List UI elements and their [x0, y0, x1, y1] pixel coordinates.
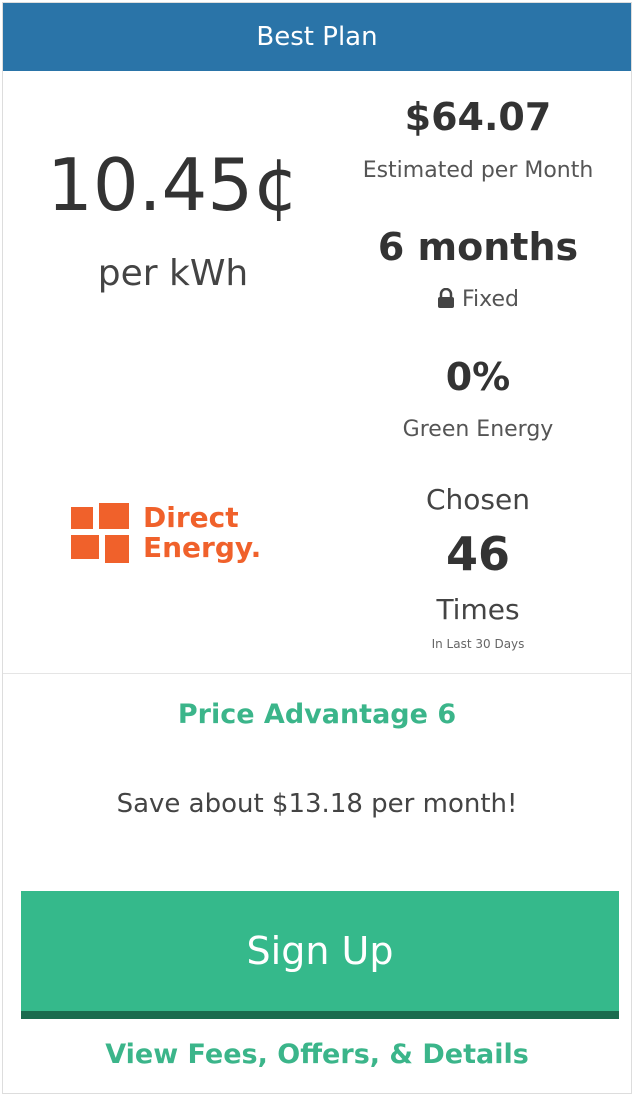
details-link[interactable]: View Fees, Offers, & Details: [105, 1039, 529, 1070]
term-type: Fixed: [461, 287, 519, 312]
chosen-unit: Times: [436, 593, 520, 626]
provider-logo: Direct Energy.: [71, 503, 261, 563]
advantage-title: Price Advantage 6: [177, 699, 457, 730]
term-type-row: Fixed: [323, 287, 633, 312]
provider-line: Direct: [143, 501, 239, 534]
chosen-period: In Last 30 Days: [431, 637, 525, 651]
card-header: Best Plan: [3, 3, 631, 71]
savings: Save about $13.18 per month!: [116, 789, 518, 819]
provider-line: Energy.: [143, 531, 262, 564]
rate-unit: per kWh: [97, 253, 249, 294]
signup-button[interactable]: Sign Up: [21, 891, 619, 1019]
green-label: Green Energy: [402, 417, 554, 442]
term: 6 months: [377, 225, 579, 269]
green: 0%: [445, 355, 511, 399]
chosen-label: Chosen: [426, 483, 530, 516]
divider: [3, 673, 631, 674]
estimate: $64.07: [404, 95, 552, 139]
chosen-count: 46: [445, 527, 510, 581]
logo-mark: [71, 503, 129, 563]
rate: 10.45¢: [47, 143, 299, 227]
estimate-label: Estimated per Month: [362, 158, 594, 183]
lock-icon: [437, 287, 454, 308]
provider-name: Direct Energy.: [143, 503, 261, 563]
